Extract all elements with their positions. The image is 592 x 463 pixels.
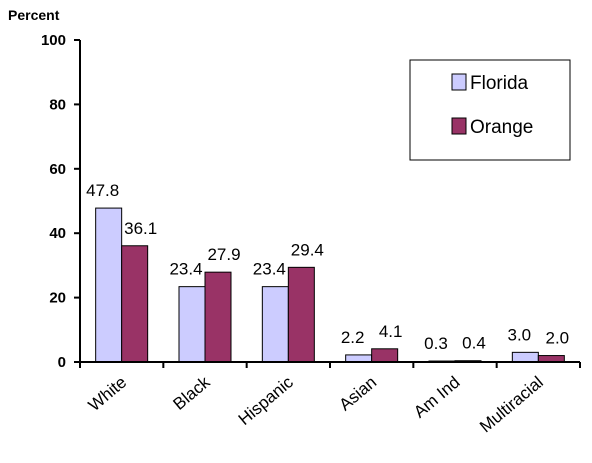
bar-florida (95, 207, 123, 363)
bar-orange (204, 271, 232, 363)
data-label-orange: 36.1 (124, 219, 157, 238)
data-label-orange: 29.4 (291, 240, 324, 259)
x-tick-label: Black (170, 372, 214, 414)
data-label-florida: 23.4 (169, 260, 202, 279)
legend-swatch-florida (451, 73, 467, 91)
data-label-florida: 23.4 (253, 260, 286, 279)
data-label-orange: 0.4 (462, 334, 486, 353)
data-label-orange: 2.0 (546, 329, 570, 348)
data-label-orange: 27.9 (207, 245, 240, 264)
y-axis: 0 20 40 60 80 100 (41, 32, 81, 371)
bar-florida (178, 286, 206, 363)
x-tick-label: Hispanic (235, 372, 298, 429)
legend: Florida Orange (409, 59, 571, 161)
bar-orange (121, 245, 149, 363)
legend-swatch-orange (451, 117, 467, 135)
x-axis: White Black Hispanic Asian Am Ind Multiracial (79, 361, 581, 437)
data-label-orange: 4.1 (379, 322, 403, 341)
y-tick-label: 80 (49, 96, 66, 113)
bar-florida (511, 351, 539, 363)
y-tick-label: 60 (49, 161, 66, 178)
x-tick-label: Am Ind (410, 373, 463, 422)
data-labels-group: 47.8 23.4 23.4 2.2 0.3 3.0 36.1 27.9 29.4 4.1 0.4 2… (86, 181, 569, 353)
bars-group (95, 207, 565, 363)
y-tick-label: 0 (58, 354, 66, 371)
y-tick-label: 100 (41, 32, 66, 49)
data-label-florida: 3.0 (508, 325, 532, 344)
legend-label-orange: Orange (470, 117, 533, 138)
y-tick-label: 40 (49, 225, 66, 242)
bar-orange (371, 348, 399, 363)
x-tick-label: Asian (335, 373, 380, 415)
y-tick-label: 20 (49, 290, 66, 307)
bar-florida (345, 354, 373, 363)
bar-florida (261, 286, 289, 363)
x-tick-label: White (85, 373, 131, 415)
legend-label-florida: Florida (470, 73, 529, 94)
legend-box (409, 59, 571, 161)
y-axis-label: Percent (8, 7, 60, 23)
data-label-florida: 0.3 (424, 334, 448, 353)
data-label-florida: 47.8 (86, 181, 119, 200)
data-label-florida: 2.2 (341, 328, 365, 347)
x-tick-label: Multiracial (476, 373, 547, 437)
bar-orange (287, 266, 315, 363)
